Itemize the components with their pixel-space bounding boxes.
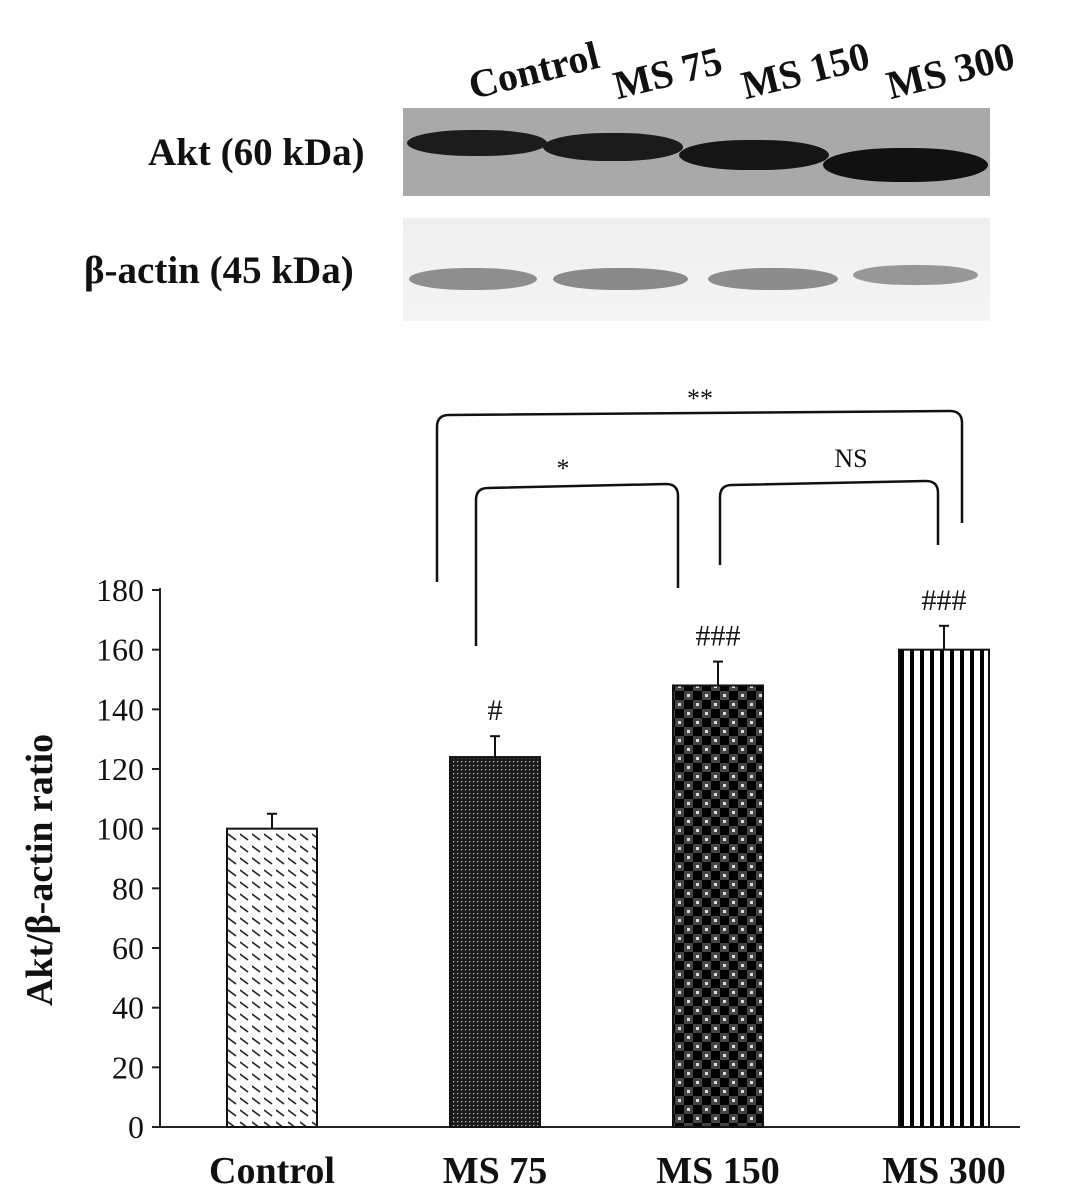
x-tick-label: MS 75: [443, 1150, 548, 1192]
comparison-label: NS: [834, 444, 867, 473]
comparison-label: *: [557, 454, 570, 483]
y-tick-label: 0: [128, 1109, 144, 1145]
comparison-label: **: [687, 384, 713, 413]
bar-ms300: [898, 648, 990, 1128]
actin-band-4: [853, 265, 978, 285]
x-tick-label: MS 150: [656, 1150, 780, 1192]
akt-blot-strip: [403, 108, 990, 196]
significance-mark: #: [488, 694, 503, 727]
lane-label-ms300: MS 300: [881, 32, 1019, 109]
bar-control: [226, 827, 318, 1128]
akt-band-4: [823, 148, 988, 182]
actin-band-3: [708, 268, 838, 290]
significance-mark: ###: [696, 620, 741, 653]
row-label-akt: Akt (60 kDa): [148, 131, 365, 174]
significance-mark: ###: [922, 584, 967, 617]
y-axis-ticks: 0 20 40 60 80 100 120 140 160 180: [96, 572, 160, 1145]
y-tick-label: 140: [96, 691, 144, 727]
actin-band-2: [553, 268, 688, 290]
y-tick-label: 100: [96, 811, 144, 847]
western-blot-panel: Control MS 75 MS 150 MS 300 Akt (60 kDa)…: [0, 0, 1087, 340]
bars: #######: [226, 584, 990, 1128]
bar-ms75: [449, 756, 541, 1128]
y-tick-label: 80: [112, 870, 144, 906]
y-tick-label: 20: [112, 1049, 144, 1085]
akt-band-2: [543, 133, 683, 161]
y-axis-label: Akt/β-actin ratio: [19, 734, 61, 1006]
comparison-bracket: [435, 409, 964, 582]
x-axis-tick-labels: Control MS 75 MS 150 MS 300: [209, 1150, 1006, 1192]
comparison-bracket: [718, 479, 940, 565]
lane-label-control: Control: [463, 32, 604, 109]
lane-label-ms150: MS 150: [736, 32, 874, 109]
x-tick-label: Control: [209, 1150, 335, 1192]
akt-band-3: [679, 140, 829, 170]
lane-label-ms75: MS 75: [608, 37, 727, 109]
comparison-bracket: [474, 482, 680, 646]
significance-annotations: *** NS: [435, 384, 964, 646]
row-label-beta-actin: β-actin (45 kDa): [84, 249, 354, 292]
y-tick-label: 120: [96, 751, 144, 787]
beta-actin-blot-strip: [403, 218, 990, 321]
akt-band-1: [407, 130, 547, 156]
y-tick-label: 160: [96, 632, 144, 668]
actin-band-1: [409, 268, 537, 290]
y-tick-label: 60: [112, 930, 144, 966]
x-tick-label: MS 300: [882, 1150, 1006, 1192]
bar-ms150: [672, 684, 764, 1128]
akt-ratio-bar-chart: Akt/β-actin ratio 0 20 40 60 80 100 120 140 160 1…: [19, 384, 1020, 1192]
y-tick-label: 40: [112, 990, 144, 1026]
y-tick-label: 180: [96, 572, 144, 608]
